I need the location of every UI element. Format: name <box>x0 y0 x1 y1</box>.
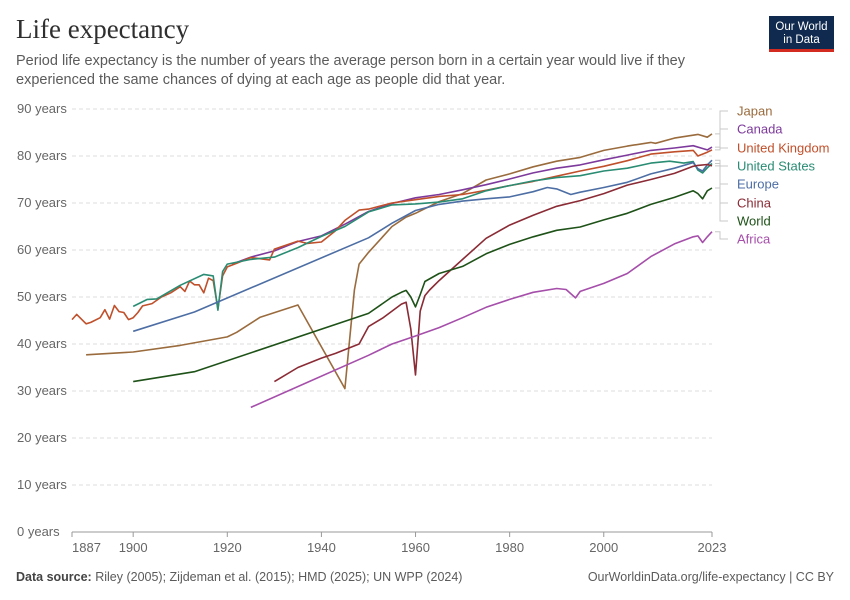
y-tick-label: 50 years <box>17 289 67 304</box>
x-tick-label: 2023 <box>698 540 727 555</box>
series-lines <box>71 133 713 409</box>
y-tick-label: 30 years <box>17 383 67 398</box>
series-line[interactable] <box>71 149 713 325</box>
x-tick-label: 2000 <box>589 540 618 555</box>
legend: Japan Canada United Kingdom United States Eu… <box>715 104 830 247</box>
legend-connector <box>715 128 728 148</box>
x-tick-label: 1887 <box>72 540 101 555</box>
legend-label[interactable]: United States <box>737 159 816 174</box>
series-line[interactable] <box>132 159 713 333</box>
legend-label[interactable]: Canada <box>737 122 783 137</box>
series-line[interactable] <box>250 231 713 409</box>
x-axis-ticks: 1887 1900 1920 1940 1960 1980 2000 2023 <box>71 532 727 555</box>
y-tick-label: 60 years <box>17 242 67 257</box>
x-tick-label: 1980 <box>495 540 524 555</box>
y-tick-label: 0 years <box>17 524 60 539</box>
x-tick-label: 1920 <box>213 540 242 555</box>
page-title: Life expectancy <box>16 14 190 44</box>
legend-label[interactable]: Japan <box>737 104 772 119</box>
owid-logo[interactable]: Our World in Data <box>769 16 834 52</box>
logo-line-1: Our World <box>775 21 828 33</box>
series-line[interactable] <box>86 133 713 390</box>
y-tick-label: 10 years <box>17 477 67 492</box>
legend-label[interactable]: China <box>737 196 772 211</box>
y-tick-label: 90 years <box>17 101 67 116</box>
legend-connector <box>715 165 728 204</box>
y-axis-ticks: 0 years 10 years 20 years 30 years 40 years 5… <box>17 101 67 539</box>
x-tick-label: 1960 <box>401 540 430 555</box>
series-line[interactable] <box>273 163 713 383</box>
legend-connector <box>715 110 728 135</box>
series-line[interactable] <box>132 160 713 311</box>
data-source: Data source: Riley (2005); Zijdeman et a… <box>16 570 462 584</box>
legend-label[interactable]: United Kingdom <box>737 141 830 156</box>
series-line[interactable] <box>231 144 713 265</box>
legend-label[interactable]: Africa <box>737 232 771 247</box>
y-tick-label: 20 years <box>17 430 67 445</box>
legend-connector <box>715 147 728 151</box>
series-line[interactable] <box>133 187 713 383</box>
data-source-text: Riley (2005); Zijdeman et al. (2015); HM… <box>91 570 463 584</box>
source-url[interactable]: OurWorldinData.org/life-expectancy | CC … <box>587 570 834 584</box>
legend-label[interactable]: Europe <box>737 177 779 192</box>
legend-label[interactable]: World <box>737 214 771 229</box>
legend-connector <box>715 187 728 222</box>
y-tick-label: 40 years <box>17 336 67 351</box>
gridlines <box>72 108 712 533</box>
logo-line-2: in Data <box>783 34 820 46</box>
x-tick-label: 1940 <box>307 540 336 555</box>
legend-connector <box>715 231 728 240</box>
x-tick-label: 1900 <box>119 540 148 555</box>
y-tick-label: 80 years <box>17 148 67 163</box>
y-tick-label: 70 years <box>17 195 67 210</box>
data-source-label: Data source: <box>16 570 92 584</box>
chart-subtitle: Period life expectancy is the number of … <box>16 53 685 88</box>
